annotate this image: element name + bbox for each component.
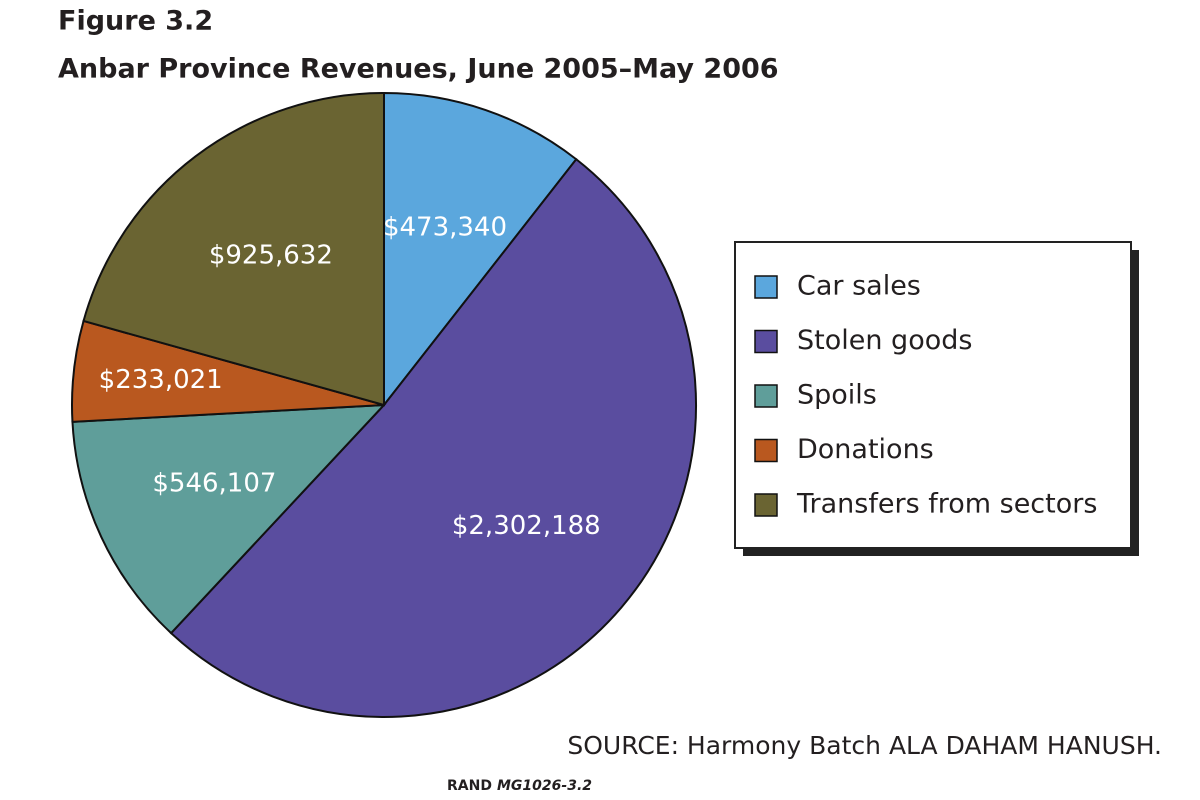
value-label: $925,632: [209, 240, 333, 270]
value-label: $2,302,188: [452, 511, 601, 541]
pie-slice: [383, 91, 578, 408]
legend-swatch: [754, 493, 778, 517]
figure-label: Figure 3.2: [58, 6, 213, 37]
value-label: $473,340: [383, 213, 507, 243]
legend-swatch: [754, 438, 778, 463]
value-label: $546,107: [152, 469, 276, 499]
credit-code: MG1026-3.2: [497, 778, 592, 794]
legend-swatch: [754, 384, 778, 408]
source-note: SOURCE: Harmony Batch ALA DAHAM HANUSH.: [567, 731, 1162, 760]
legend-label: Car sales: [797, 271, 921, 302]
legend-swatch: [754, 275, 778, 299]
value-label: $233,021: [99, 365, 223, 395]
pie-slice: [71, 403, 387, 635]
legend-label: Transfers from sectors: [796, 489, 1097, 520]
legend-box: [734, 241, 1132, 549]
legend-label: Donations: [797, 434, 934, 465]
legend-swatch: [754, 329, 778, 354]
legend-label: Stolen goods: [797, 325, 972, 356]
chart-title: Anbar Province Revenues, June 2005–May 2…: [58, 54, 779, 85]
pie-slice: [82, 91, 385, 407]
legend-label: Spoils: [797, 380, 877, 411]
credit-org: RAND: [447, 778, 492, 794]
pie-slice: [169, 157, 697, 719]
